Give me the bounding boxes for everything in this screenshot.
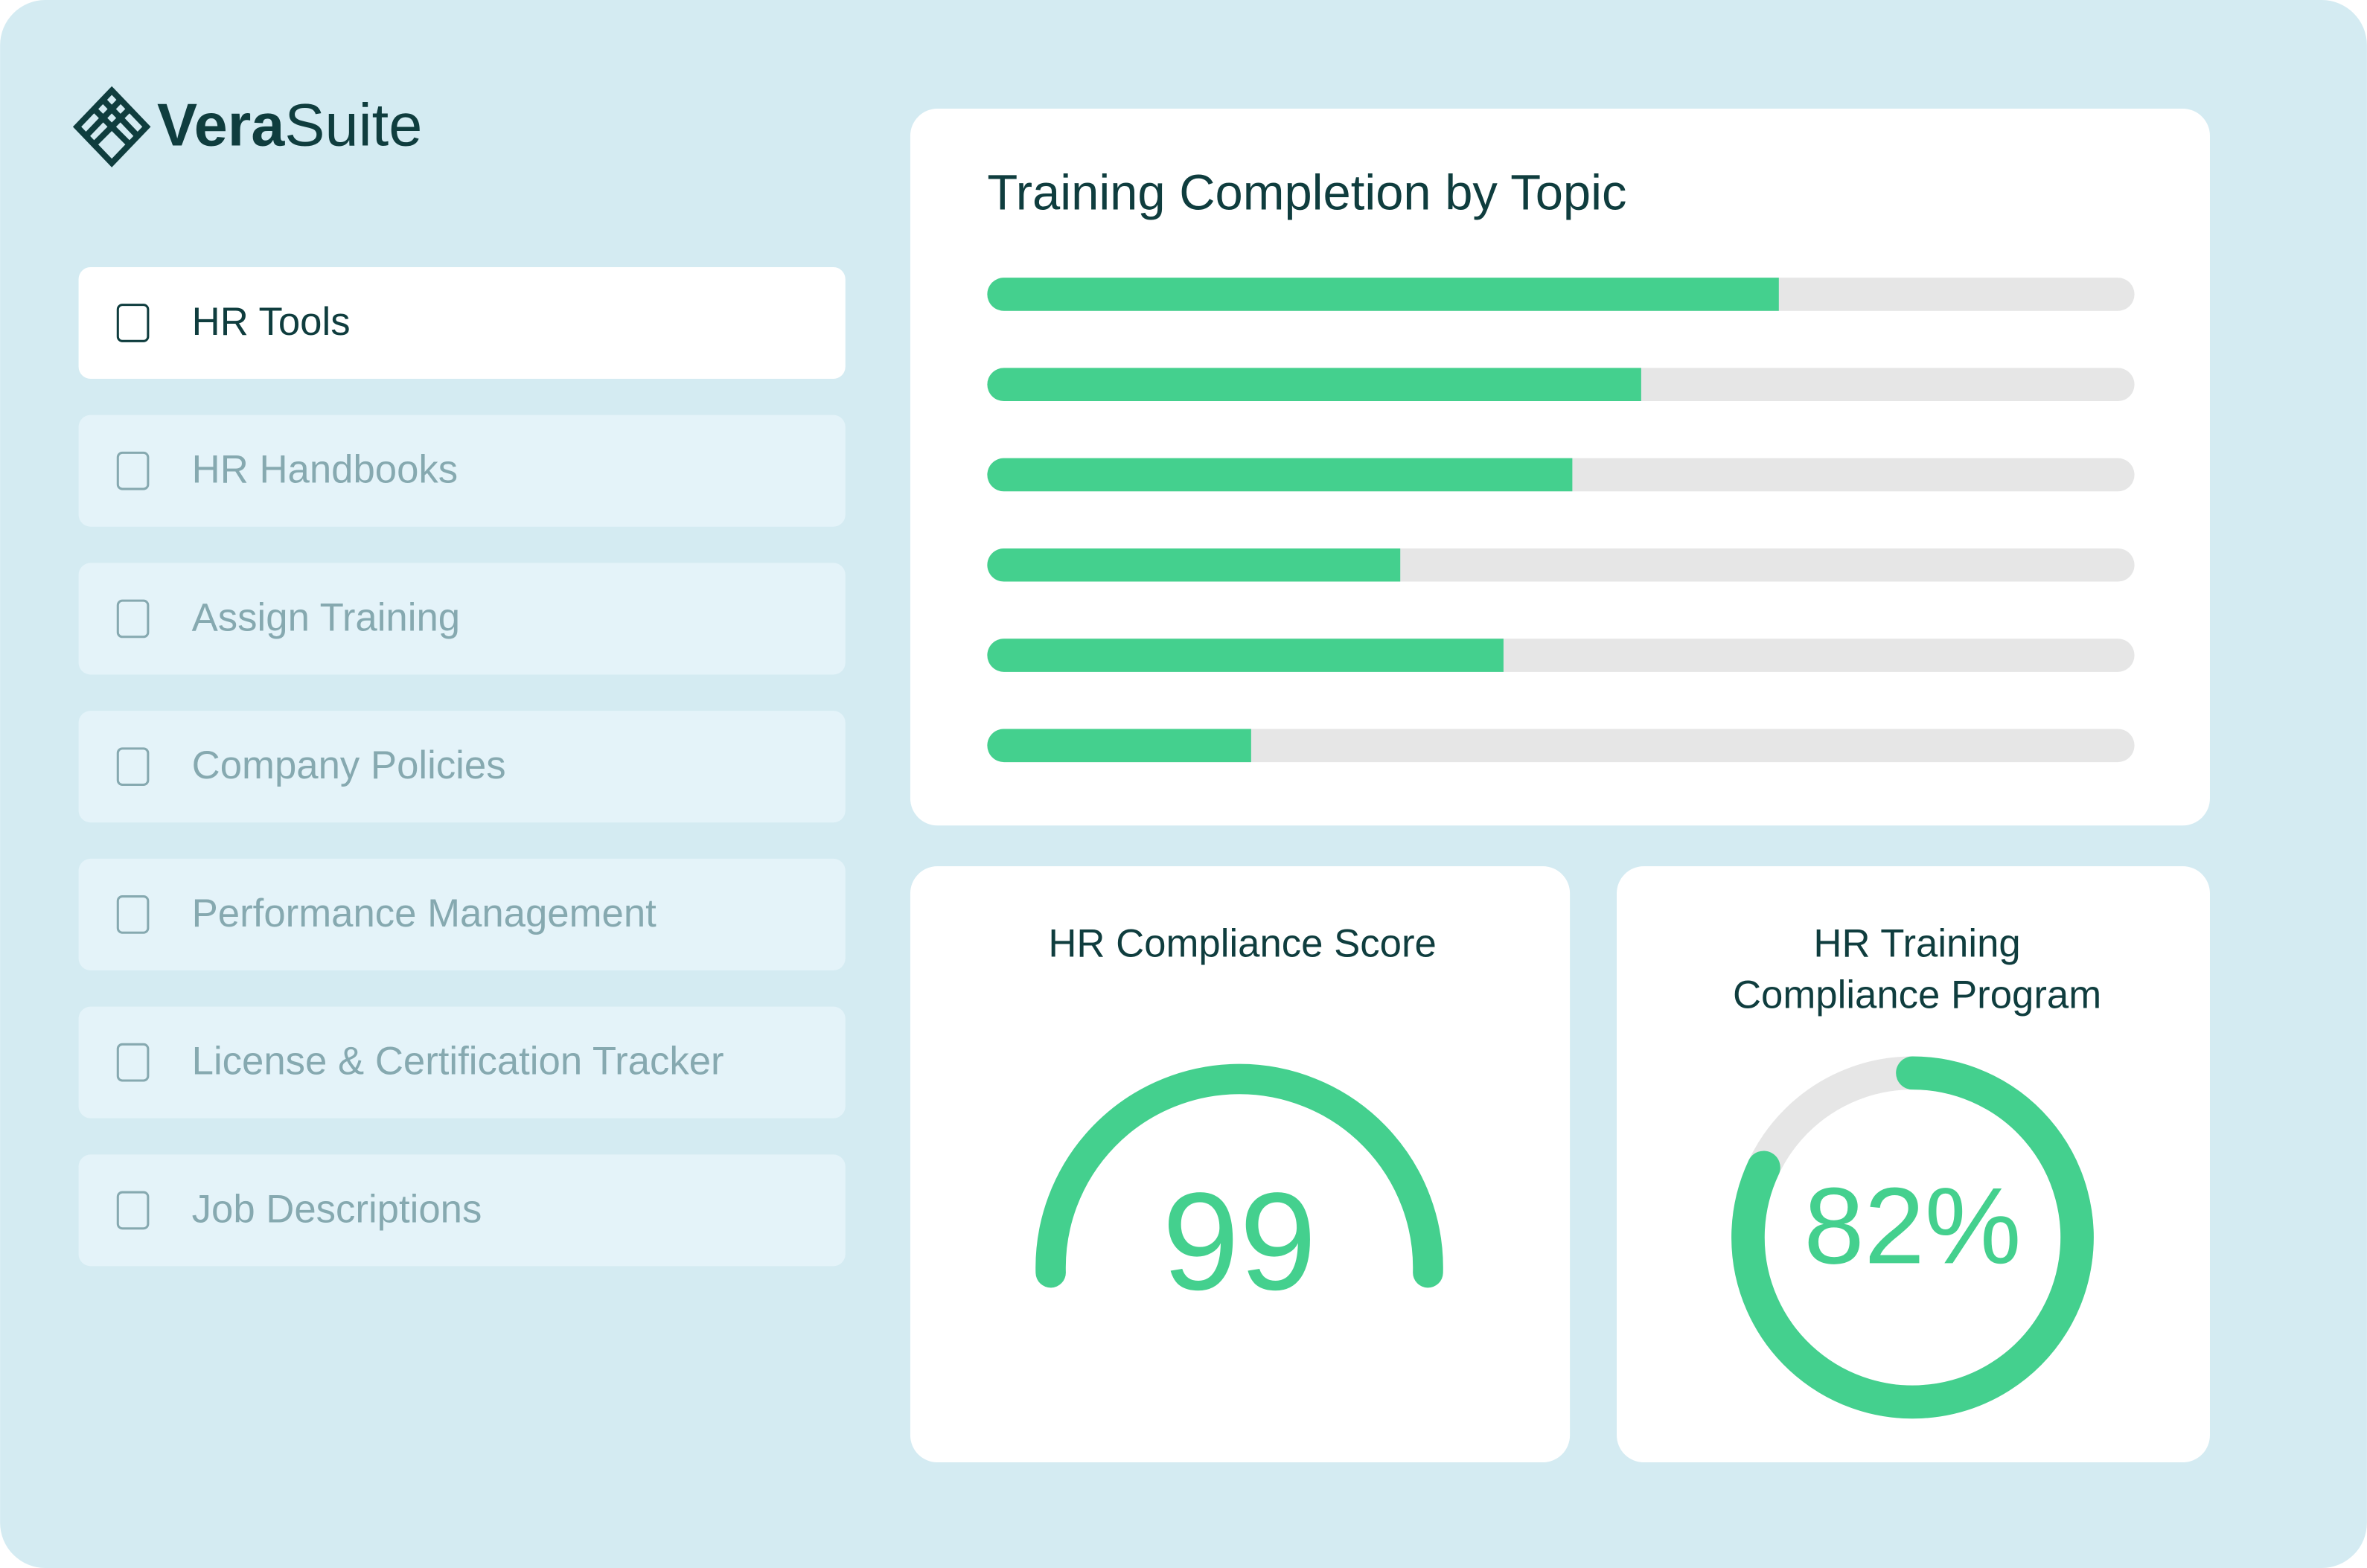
chart-title: Training Completion by Topic <box>987 164 1626 220</box>
nav-label: Company Policies <box>192 743 506 787</box>
nav-label: License & Certification Tracker <box>192 1040 724 1084</box>
nav-item-bg <box>78 1154 846 1267</box>
ring-title: HR Training <box>1813 921 2020 965</box>
ring-value: 82% <box>1804 1165 2021 1286</box>
nav-label: Performance Management <box>192 892 657 935</box>
nav-icon <box>116 451 150 490</box>
card <box>910 866 1571 1463</box>
nav-icon <box>116 1191 150 1230</box>
nav-item[interactable]: Company Policies <box>78 711 846 823</box>
brand-bold: Vera <box>157 92 285 159</box>
nav-item-bg <box>78 563 846 675</box>
ring-title: Compliance Program <box>1733 973 2101 1017</box>
nav-item[interactable]: HR Handbooks <box>78 415 846 527</box>
nav-label: HR Tools <box>192 300 351 344</box>
nav-icon <box>116 599 150 639</box>
bar <box>987 278 1779 311</box>
nav-icon <box>116 747 150 787</box>
brand-light: Suite <box>284 92 422 159</box>
gauge-title: HR Compliance Score <box>1048 921 1437 965</box>
nav-item[interactable]: Assign Training <box>78 563 846 675</box>
gauge-value: 99 <box>1162 1163 1317 1319</box>
nav-label: HR Handbooks <box>192 448 459 492</box>
nav-item-bg <box>78 711 846 823</box>
nav-item-bg <box>78 266 846 380</box>
bar <box>987 458 1573 492</box>
bar <box>987 368 1641 402</box>
nav-label: Assign Training <box>192 595 460 639</box>
nav-item-bg <box>78 858 846 970</box>
gauge-arc <box>1035 1063 1443 1288</box>
bar <box>987 639 1504 672</box>
nav-icon <box>116 304 150 342</box>
brand-name: VeraSuite <box>157 92 422 159</box>
nav-item[interactable]: Job Descriptions <box>78 1154 846 1267</box>
nav-label: Job Descriptions <box>192 1187 482 1231</box>
logo-icon <box>72 86 151 167</box>
bar-track <box>987 729 2135 763</box>
nav-icon <box>116 1043 150 1082</box>
bar <box>987 729 1251 763</box>
nav-item[interactable]: HR Tools <box>78 266 846 380</box>
bar <box>987 548 1401 582</box>
nav-item[interactable]: License & Certification Tracker <box>78 1006 846 1119</box>
nav-item-bg <box>78 1006 846 1119</box>
nav-item[interactable]: Performance Management <box>78 858 846 970</box>
nav-item-bg <box>78 415 846 527</box>
nav-icon <box>116 895 150 934</box>
ring-arc <box>1731 1056 2094 1419</box>
